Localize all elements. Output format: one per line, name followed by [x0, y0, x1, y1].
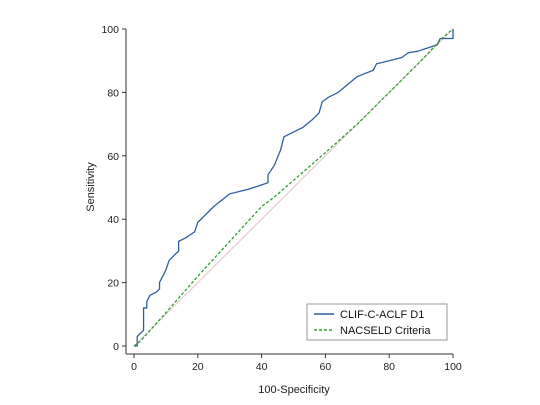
x-tick-label: 0	[131, 361, 137, 373]
series-layer	[133, 28, 454, 347]
x-tick-label: 60	[320, 361, 332, 373]
reference-line	[133, 28, 454, 347]
y-tick-label: 60	[107, 151, 119, 163]
x-tick-label: 100	[444, 361, 462, 373]
x-axis-label: 100-Specificity	[258, 384, 330, 396]
y-tick-label: 40	[107, 214, 119, 226]
x-tick-label: 40	[256, 361, 268, 373]
series-line-clif-c-aclf-d1	[134, 29, 454, 347]
reference-diagonal	[133, 28, 454, 347]
y-axis-ticks: 0 20 40 60 80 100	[101, 24, 126, 353]
legend-label-clif-c-aclf-d1: CLIF-C-ACLF D1	[340, 309, 424, 321]
legend-box	[306, 303, 448, 341]
y-tick-label: 80	[107, 87, 119, 99]
legend-label-nacseld-criteria: NACSELD Criteria	[340, 325, 431, 337]
x-tick-label: 80	[383, 361, 395, 373]
y-tick-label: 100	[101, 24, 119, 36]
legend: CLIF-C-ACLF D1 NACSELD Criteria	[306, 303, 448, 341]
y-tick-label: 0	[113, 341, 119, 353]
series-line-nacseld-criteria	[133, 28, 454, 347]
x-tick-label: 20	[192, 361, 204, 373]
y-axis-label: Sensitivity	[85, 162, 97, 212]
x-axis-ticks: 0 20 40 60 80 100	[131, 354, 462, 373]
y-tick-label: 20	[107, 278, 119, 290]
plot-frame	[125, 29, 453, 355]
